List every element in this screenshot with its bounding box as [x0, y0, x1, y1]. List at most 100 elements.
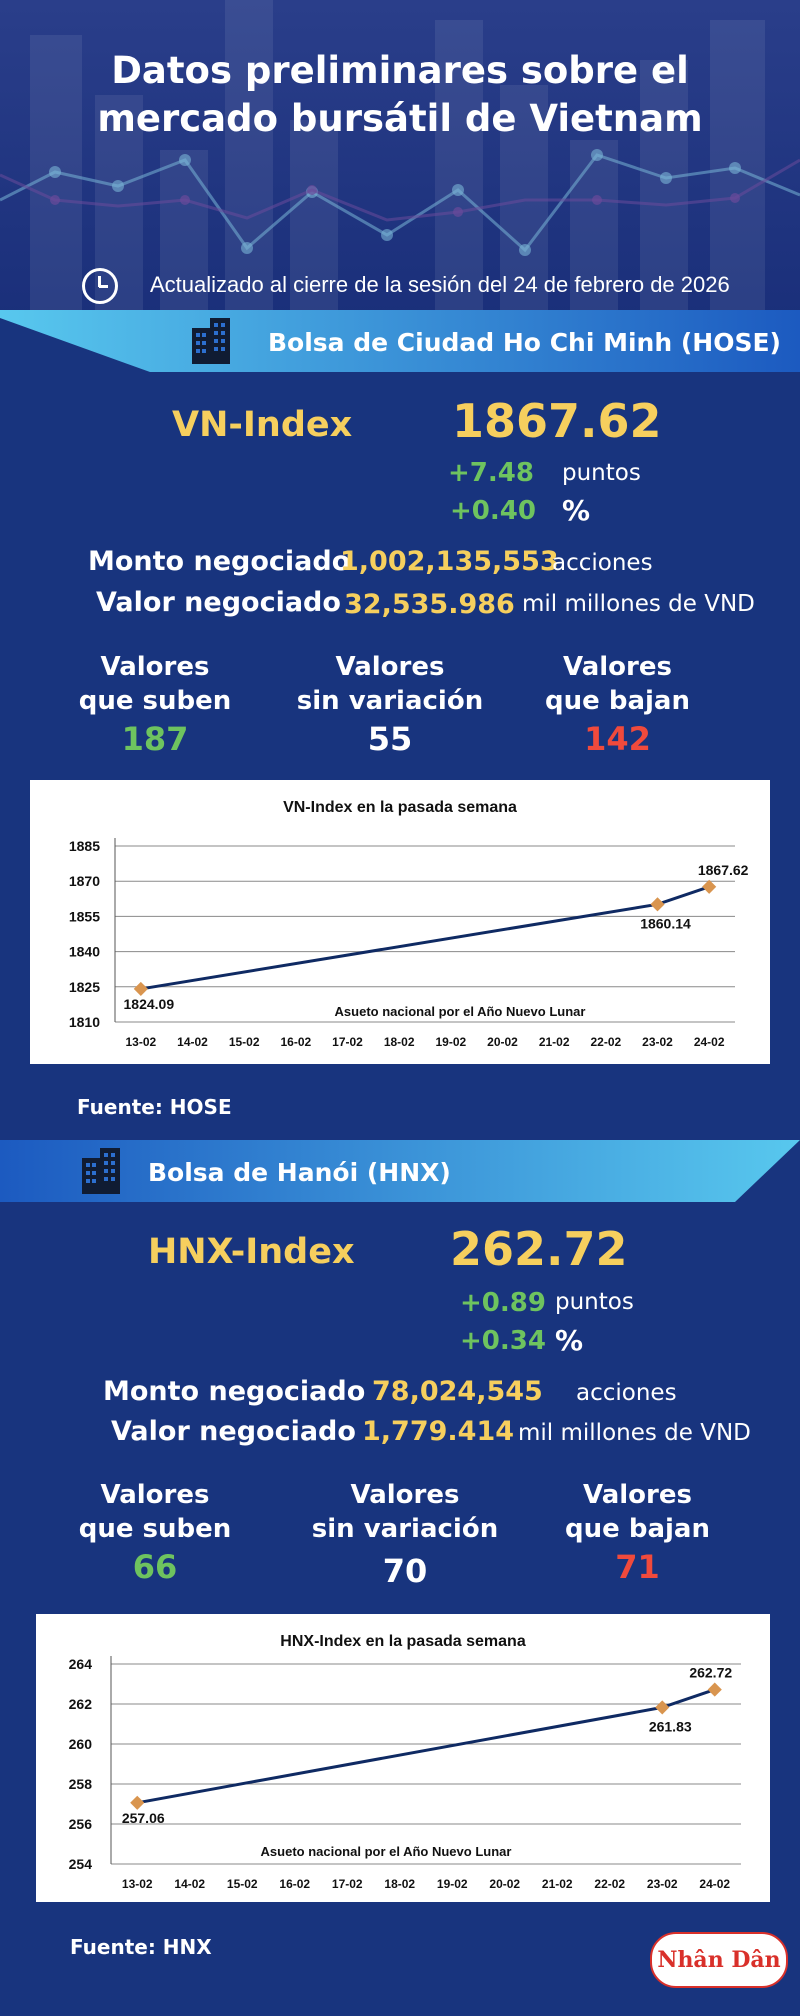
hnx-flat-label-1: Valores	[350, 1480, 460, 1510]
data-label: 262.72	[689, 1665, 732, 1681]
y-tick-label: 254	[69, 1856, 93, 1872]
series-line	[136, 1688, 716, 1805]
data-label: 1860.14	[640, 915, 691, 931]
clock-icon	[82, 268, 118, 304]
x-tick-label: 19-02	[435, 1035, 466, 1049]
hnx-flat-label-2: sin variación	[311, 1514, 499, 1544]
x-tick-label: 22-02	[594, 1877, 625, 1891]
vn-down-header: Valores que bajan	[520, 650, 715, 718]
hnx-change-percent: +0.34	[460, 1326, 546, 1356]
vn-down-label-2: que bajan	[545, 686, 690, 716]
x-tick-label: 21-02	[542, 1877, 573, 1891]
x-tick-label: 13-02	[125, 1035, 156, 1049]
hnx-down-count: 71	[615, 1548, 660, 1586]
hnx-volume-label: Monto negociado	[103, 1376, 366, 1407]
hnx-value-value: 1,779.414	[362, 1416, 515, 1447]
data-point-marker	[655, 1700, 670, 1715]
vn-volume-unit: acciones	[552, 550, 653, 576]
y-tick-label: 256	[69, 1816, 93, 1832]
hnx-source: Fuente: HNX	[70, 1935, 212, 1959]
hnx-index-name: HNX-Index	[148, 1232, 355, 1272]
y-tick-label: 1840	[69, 944, 100, 960]
x-tick-label: 24-02	[694, 1035, 725, 1049]
x-tick-label: 23-02	[647, 1877, 678, 1891]
hnx-up-label-1: Valores	[100, 1480, 210, 1510]
hnx-change-points: +0.89	[460, 1288, 546, 1318]
hnx-up-label-2: que suben	[78, 1514, 232, 1544]
vn-flat-label-1: Valores	[335, 652, 445, 682]
vn-index-value: 1867.62	[452, 394, 662, 448]
vn-points-label: puntos	[562, 460, 641, 486]
hnx-up-count: 66	[132, 1548, 178, 1586]
chart-title: HNX-Index en la pasada semana	[280, 1633, 526, 1650]
hnx-volume-unit: acciones	[576, 1380, 677, 1406]
x-tick-label: 19-02	[437, 1877, 468, 1891]
x-tick-label: 18-02	[384, 1035, 415, 1049]
vn-index-name: VN-Index	[172, 405, 353, 445]
y-tick-label: 1885	[69, 838, 100, 854]
vn-volume-label: Monto negociado	[88, 546, 351, 577]
y-tick-label: 1825	[69, 979, 100, 995]
vn-down-count: 142	[584, 720, 651, 758]
building-icon	[192, 318, 230, 364]
x-tick-label: 20-02	[489, 1877, 520, 1891]
x-tick-label: 17-02	[332, 1035, 363, 1049]
vn-flat-label-2: sin variación	[296, 686, 484, 716]
page-title-line1: Datos preliminares sobre el	[111, 49, 689, 92]
y-tick-label: 260	[69, 1736, 93, 1752]
logo-text: Nhân Dân	[657, 1947, 781, 1973]
hnx-down-header: Valores que bajan	[540, 1478, 735, 1546]
data-point-marker	[133, 981, 148, 997]
page-title-line2: mercado bursátil de Vietnam	[97, 97, 703, 140]
vn-flat-count: 55	[367, 720, 413, 758]
vn-up-label-1: Valores	[100, 652, 210, 682]
y-tick-label: 264	[69, 1656, 93, 1672]
x-tick-label: 16-02	[279, 1877, 310, 1891]
vn-up-label-2: que suben	[78, 686, 232, 716]
x-tick-label: 21-02	[539, 1035, 570, 1049]
hnx-flat-header: Valores sin variación	[305, 1478, 505, 1546]
hnx-value-label: Valor negociado	[111, 1416, 356, 1447]
vn-value-unit: mil millones de VND	[522, 591, 755, 617]
hnx-index-chart: HNX-Index en la pasada semana 254 256 258 26…	[69, 1633, 741, 1891]
series-line	[140, 885, 710, 991]
hnx-banner-title: Bolsa de Hanói (HNX)	[148, 1158, 451, 1187]
hose-banner-title: Bolsa de Ciudad Ho Chi Minh (HOSE)	[268, 328, 781, 357]
building-icon	[82, 1148, 120, 1194]
x-tick-label: 16-02	[280, 1035, 311, 1049]
x-tick-label: 23-02	[642, 1035, 673, 1049]
vn-value-value: 32,535.986	[344, 589, 515, 620]
hnx-up-header: Valores que suben	[60, 1478, 250, 1546]
y-tick-label: 1870	[69, 873, 100, 889]
updated-timestamp: Actualizado al cierre de la sesión del 2…	[150, 272, 730, 297]
data-point-marker	[130, 1795, 145, 1810]
vn-down-label-1: Valores	[563, 652, 672, 682]
hnx-points-label: puntos	[555, 1289, 634, 1315]
data-label: 1867.62	[698, 862, 749, 878]
hnx-down-label-2: que bajan	[565, 1514, 710, 1544]
hnx-index-chart-panel: HNX-Index en la pasada semana 254 256 258 26…	[36, 1614, 770, 1902]
hnx-index-value: 262.72	[450, 1222, 628, 1276]
hnx-percent-label: %	[555, 1324, 584, 1357]
data-point-marker	[707, 1682, 722, 1697]
chart-annotation: Asueto nacional por el Año Nuevo Lunar	[335, 1004, 586, 1019]
x-tick-label: 24-02	[699, 1877, 730, 1891]
x-tick-label: 15-02	[227, 1877, 258, 1891]
hose-source: Fuente: HOSE	[77, 1095, 232, 1119]
vn-value-label: Valor negociado	[96, 587, 341, 618]
nhan-dan-logo[interactable]: Nhân Dân	[650, 1932, 788, 1988]
data-label: 257.06	[122, 1810, 165, 1826]
x-tick-label: 17-02	[332, 1877, 363, 1891]
hnx-volume-value: 78,024,545	[372, 1376, 543, 1407]
vn-index-chart-panel: VN-Index en la pasada semana 1810 1825 1840…	[30, 780, 770, 1064]
vn-flat-header: Valores sin variación	[290, 650, 490, 718]
x-tick-label: 22-02	[590, 1035, 621, 1049]
data-point-marker	[702, 879, 717, 894]
vn-index-chart: VN-Index en la pasada semana 1810 1825 1840…	[69, 799, 749, 1049]
vn-volume-value: 1,002,135,553	[340, 546, 559, 577]
data-point-marker	[650, 897, 665, 912]
hnx-flat-count: 70	[382, 1552, 428, 1590]
vn-up-count: 187	[121, 720, 189, 758]
x-tick-label: 20-02	[487, 1035, 518, 1049]
x-tick-label: 14-02	[174, 1877, 205, 1891]
